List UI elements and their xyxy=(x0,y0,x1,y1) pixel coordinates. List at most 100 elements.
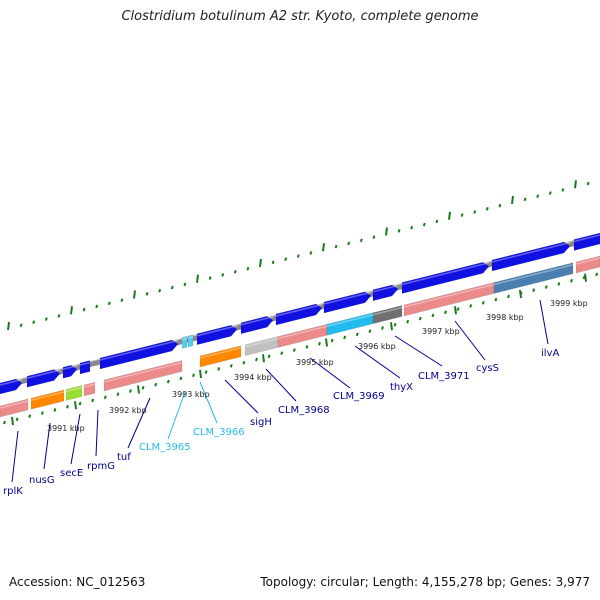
gene-feature xyxy=(65,385,83,401)
leader-line xyxy=(309,357,351,389)
leader-line xyxy=(167,391,186,440)
gene-label-rplK: rplK xyxy=(3,486,23,497)
outer-tick xyxy=(347,241,351,246)
scale-tick xyxy=(292,348,296,352)
gene-feature xyxy=(275,303,323,326)
scale-tick xyxy=(280,351,284,356)
outer-tick xyxy=(460,213,464,217)
gene-feature xyxy=(187,334,194,348)
outer-tick xyxy=(296,254,300,258)
outer-tick xyxy=(70,306,73,315)
gene-label-tuf: tuf xyxy=(117,452,131,463)
gene-highlight xyxy=(0,378,23,386)
kbp-label: 3998 kbp xyxy=(486,313,524,322)
scale-tick xyxy=(204,370,208,374)
outer-tick xyxy=(170,285,174,290)
kbp-label: 3991 kbp xyxy=(47,424,85,433)
gene-highlight xyxy=(372,284,399,293)
gene-feature xyxy=(30,389,65,410)
scale-major-tick xyxy=(325,338,328,347)
gene-highlight xyxy=(401,262,490,286)
gene-feature xyxy=(372,305,403,325)
outer-tick xyxy=(410,225,414,230)
scale-tick xyxy=(393,323,397,327)
scale-tick xyxy=(154,382,158,387)
gene-highlight xyxy=(187,336,194,339)
gene-highlight xyxy=(403,283,495,308)
scale-major-tick xyxy=(74,401,77,410)
scale-tick xyxy=(28,414,32,419)
outer-tick xyxy=(183,282,187,287)
outer-tick xyxy=(448,211,451,220)
gene-highlight xyxy=(30,391,65,401)
kbp-label: 3997 kbp xyxy=(422,327,460,336)
gene-highlight xyxy=(244,337,279,348)
outer-tick xyxy=(32,320,36,325)
scale-tick xyxy=(166,379,170,384)
scale-tick xyxy=(355,332,359,337)
leader-line xyxy=(265,368,297,402)
scale-tick xyxy=(116,392,120,396)
outer-tick xyxy=(548,191,552,195)
gene-highlight xyxy=(0,400,29,409)
scale-tick xyxy=(267,354,271,359)
gene-feature xyxy=(401,261,490,294)
gene-feature xyxy=(323,291,372,314)
gene-track xyxy=(0,232,600,418)
outer-tick xyxy=(561,188,565,192)
leader-line xyxy=(394,335,443,367)
gene-feature xyxy=(0,398,29,418)
gene-feature xyxy=(372,284,399,302)
outer-tick xyxy=(259,258,262,268)
outer-tick xyxy=(271,260,275,265)
outer-tick xyxy=(221,273,225,277)
kbp-label: 3993 kbp xyxy=(172,390,210,399)
gene-feature xyxy=(62,364,78,379)
scale-tick xyxy=(242,360,246,365)
gene-feature xyxy=(103,360,183,392)
gene-highlight xyxy=(323,291,372,305)
leader-line xyxy=(70,413,81,465)
gene-highlight xyxy=(79,361,91,366)
scale-tick xyxy=(129,389,132,393)
gene-feature xyxy=(491,241,571,272)
outer-tick xyxy=(208,276,212,280)
outer-tick xyxy=(536,194,540,199)
scale-major-tick xyxy=(262,354,265,363)
scale-tick xyxy=(305,345,309,349)
scale-tick xyxy=(595,272,599,277)
kbp-label: 3994 kbp xyxy=(234,373,272,382)
outer-tick xyxy=(523,197,527,202)
scale-tick xyxy=(141,386,145,390)
scale-tick xyxy=(431,313,435,318)
map-title: Clostridium botulinum A2 str. Kyoto, com… xyxy=(121,9,479,24)
gene-label-CLM_3971: CLM_3971 xyxy=(418,371,470,382)
scale-major-tick xyxy=(11,416,14,426)
gene-highlight xyxy=(103,361,183,383)
outer-tick xyxy=(485,206,489,211)
scale-tick xyxy=(40,411,44,415)
gene-label-CLM_3968: CLM_3968 xyxy=(278,405,330,416)
gene-label-sigH: sigH xyxy=(250,417,272,428)
outer-tick xyxy=(586,181,590,186)
kbp-label: 3995 kbp xyxy=(296,358,334,367)
scale-tick xyxy=(469,304,473,308)
outer-tick xyxy=(44,317,48,321)
gene-feature xyxy=(573,232,600,251)
gene-feature xyxy=(83,381,96,397)
outer-tick xyxy=(133,290,136,299)
leader-line xyxy=(539,299,549,345)
gene-highlight xyxy=(181,337,188,341)
leader-line xyxy=(95,409,99,457)
kbp-label: 3996 kbp xyxy=(358,342,396,351)
scale-tick xyxy=(217,367,221,371)
outer-tick xyxy=(7,321,10,331)
outer-tick xyxy=(145,292,149,296)
scale-tick xyxy=(255,357,258,362)
scale-tick xyxy=(406,319,410,324)
gene-label-rpmG: rpmG xyxy=(87,461,115,472)
scale-tick xyxy=(570,278,573,283)
outer-tick xyxy=(233,269,237,274)
gene-highlight xyxy=(493,264,574,286)
gene-feature xyxy=(240,315,274,335)
